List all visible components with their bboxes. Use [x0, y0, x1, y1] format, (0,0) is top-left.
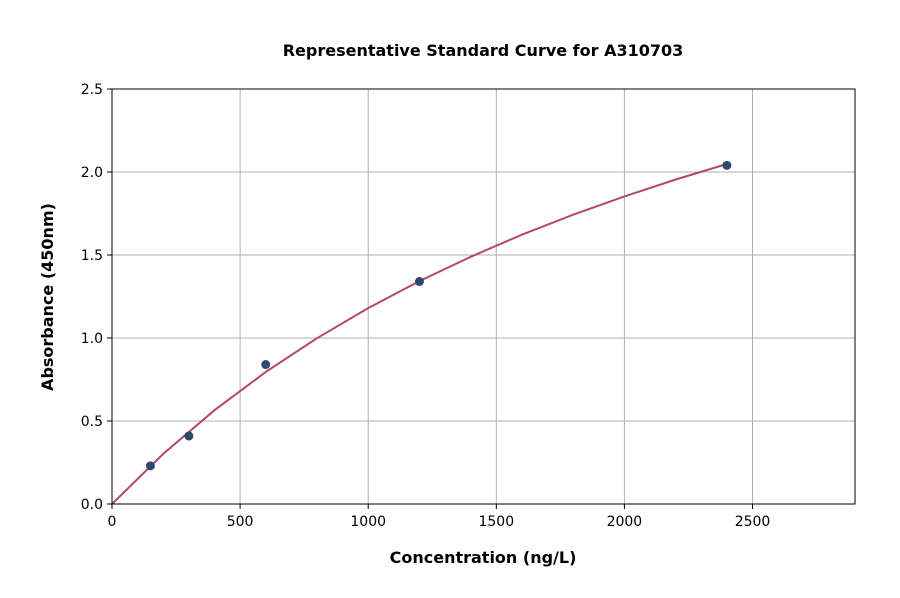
data-point: [414, 277, 424, 287]
data-point: [261, 360, 271, 370]
y-tick-label: 0.5: [81, 414, 103, 430]
y-tick-label: 1.5: [81, 248, 103, 264]
chart-title: Representative Standard Curve for A31070…: [283, 41, 684, 60]
x-tick-label: 1500: [478, 514, 514, 530]
data-point: [184, 431, 194, 441]
data-point: [145, 461, 155, 471]
y-tick-label: 1.0: [81, 331, 103, 347]
y-axis-label: Absorbance (450nm): [38, 203, 57, 391]
x-axis-label: Concentration (ng/L): [390, 548, 577, 567]
y-tick-label: 0.0: [81, 497, 103, 513]
grid-lines: [111, 88, 855, 505]
x-tick-label: 1000: [350, 514, 386, 530]
y-axis-ticks: 0.0 0.5 1.0 1.5 2.0 2.5: [81, 82, 112, 513]
x-tick-label: 0: [108, 514, 117, 530]
data-point: [722, 160, 732, 170]
x-tick-label: 500: [227, 514, 254, 530]
x-axis-ticks: 0 500 1000 1500 2000 2500: [108, 504, 771, 530]
y-tick-label: 2.5: [81, 82, 103, 98]
x-tick-label: 2500: [735, 514, 771, 530]
fit-curve: [111, 163, 728, 505]
y-tick-label: 2.0: [81, 165, 103, 181]
x-tick-label: 2000: [607, 514, 643, 530]
plot-frame: [111, 88, 856, 505]
data-points: [145, 160, 732, 471]
